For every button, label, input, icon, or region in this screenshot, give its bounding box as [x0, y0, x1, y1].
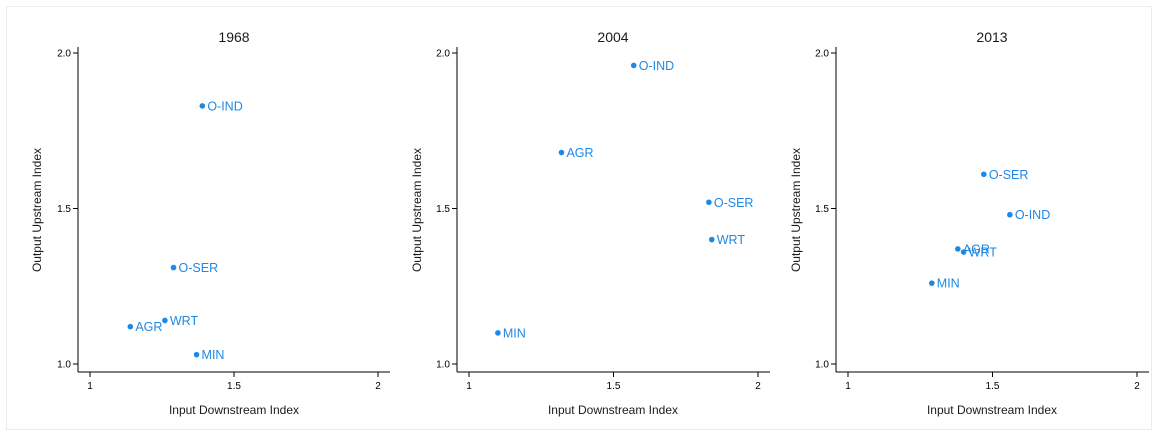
x-tick-label: 1.5 [227, 381, 241, 392]
y-tick-label: 2.0 [436, 49, 450, 60]
data-point-label: WRT [170, 314, 199, 328]
panel-title: 2013 [976, 29, 1007, 45]
data-point-label: WRT [969, 246, 998, 260]
data-point-label: MIN [937, 277, 960, 291]
data-point-label: O-SER [714, 196, 754, 210]
data-point-label: O-IND [1015, 208, 1050, 222]
data-point [558, 149, 565, 156]
data-point [193, 351, 200, 358]
data-point [708, 236, 715, 243]
y-tick-label: 1.5 [436, 204, 450, 215]
figure-frame [6, 6, 1152, 430]
x-axis-title: Input Downstream Index [169, 403, 299, 417]
x-axis-title: Input Downstream Index [927, 403, 1057, 417]
data-point-label: O-SER [989, 168, 1029, 182]
marks-group: 1 1.5 2 1.0 1.5 2.0 O-IND O-SER WRT AGR MIN [57, 49, 381, 393]
data-point [630, 62, 637, 69]
y-tick-label: 1.0 [815, 360, 829, 371]
panel-2: 2013 Input Downstream Index Output Upstr… [789, 29, 1149, 417]
y-tick-label: 2.0 [57, 49, 71, 60]
x-tick-label: 1.5 [986, 381, 1000, 392]
panel-1: 2004 Input Downstream Index Output Upstr… [410, 29, 770, 417]
y-tick-label: 2.0 [815, 49, 829, 60]
y-tick-label: 1.0 [57, 360, 71, 371]
panel-title: 1968 [218, 29, 249, 45]
x-tick-label: 1.5 [607, 381, 621, 392]
data-point-label: AGR [963, 242, 990, 256]
y-axis-title: Output Upstream Index [789, 148, 803, 272]
x-tick-label: 2 [755, 381, 761, 392]
y-tick-label: 1.5 [57, 204, 71, 215]
data-point [706, 199, 712, 206]
data-point-label: O-SER [179, 261, 219, 275]
x-axis-title: Input Downstream Index [548, 403, 678, 417]
data-point-label: MIN [503, 326, 526, 340]
data-point-label: AGR [566, 146, 593, 160]
data-point [162, 317, 168, 324]
x-tick-label: 2 [375, 381, 381, 392]
y-tick-label: 1.0 [436, 360, 450, 371]
x-tick-label: 1 [845, 381, 851, 392]
data-point [127, 323, 134, 330]
x-tick-label: 1 [466, 381, 472, 392]
data-point-label: O-IND [639, 59, 674, 73]
data-point [955, 246, 961, 252]
data-point [929, 280, 935, 286]
y-axis-title: Output Upstream Index [30, 148, 44, 272]
y-tick-label: 1.5 [815, 204, 829, 215]
data-point-label: O-IND [207, 99, 242, 113]
data-point [981, 171, 987, 178]
marks-group: 1 1.5 2 1.0 1.5 2.0 O-IND AGR O-SER WRT MIN [436, 49, 761, 393]
panel-0: 1968 Input Downstream Index Output Upstr… [30, 29, 390, 417]
x-tick-label: 2 [1134, 381, 1140, 392]
data-point [1007, 211, 1013, 218]
data-point-label: MIN [202, 348, 225, 362]
data-point [170, 264, 177, 271]
panel-title: 2004 [597, 29, 628, 45]
data-point [199, 103, 206, 109]
y-axis-title: Output Upstream Index [410, 148, 424, 272]
x-tick-label: 1 [87, 381, 93, 392]
data-point-label: WRT [717, 233, 746, 247]
data-point [960, 249, 967, 255]
data-point-label: AGR [135, 320, 162, 334]
data-point [495, 330, 501, 336]
